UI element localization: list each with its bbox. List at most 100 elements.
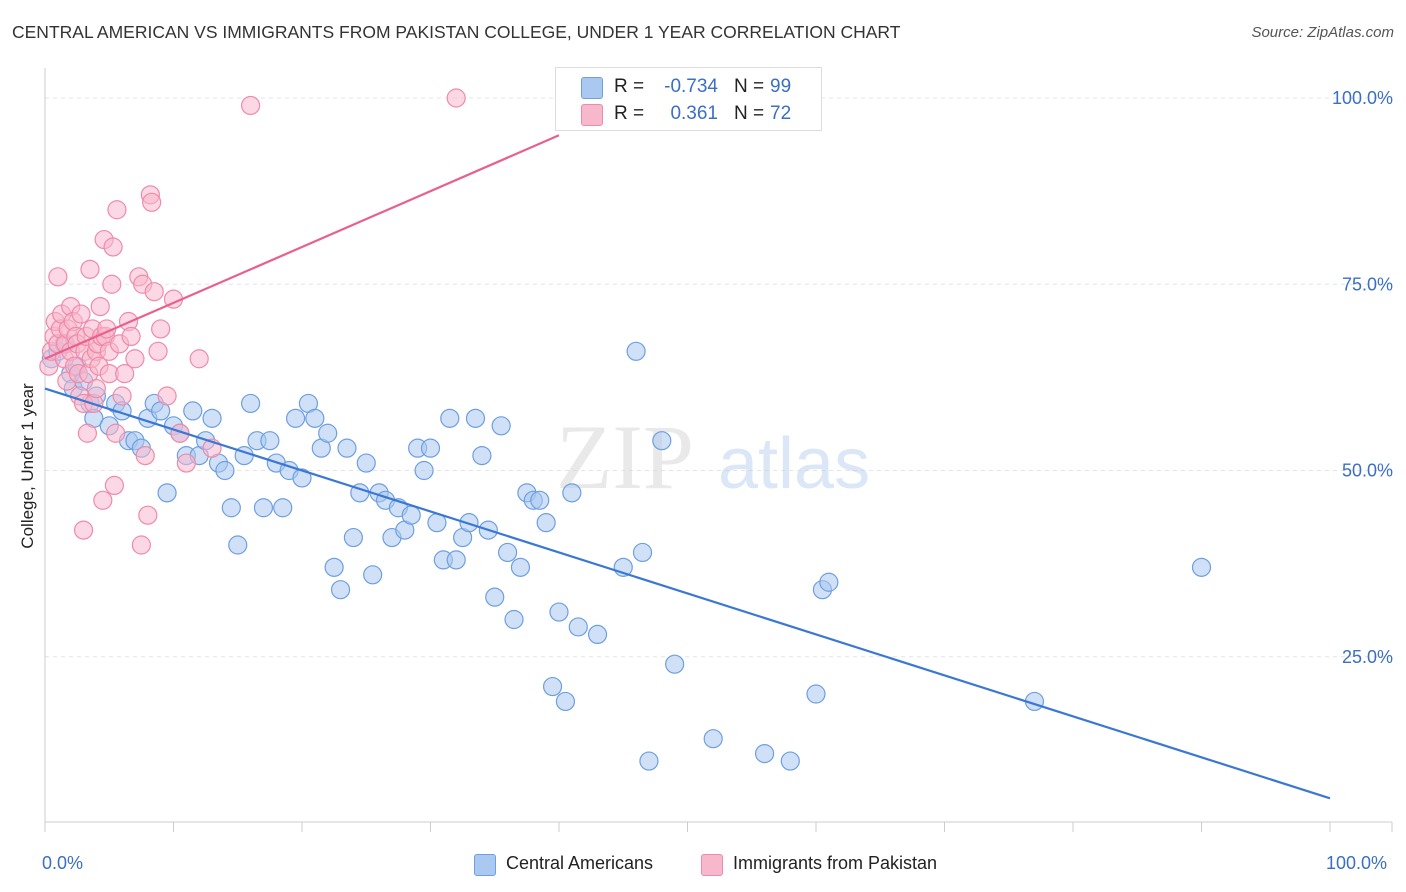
legend-r-value: -0.734 bbox=[664, 76, 718, 97]
data-point bbox=[420, 438, 441, 458]
data-point bbox=[549, 602, 569, 622]
data-point bbox=[536, 513, 556, 533]
data-point bbox=[587, 624, 608, 645]
y-tick-label: 25.0% bbox=[1342, 647, 1393, 667]
legend-n-label: N = bbox=[734, 103, 765, 124]
data-point bbox=[144, 282, 164, 302]
axes bbox=[44, 68, 1393, 832]
data-point bbox=[401, 505, 421, 525]
data-point bbox=[806, 684, 826, 704]
data-point bbox=[472, 446, 492, 466]
data-point bbox=[1191, 557, 1212, 577]
data-point bbox=[241, 393, 261, 414]
data-point bbox=[542, 676, 563, 697]
x-tick-label-min: 0.0% bbox=[42, 853, 84, 873]
data-point bbox=[292, 468, 312, 488]
data-point bbox=[112, 386, 132, 406]
legend-swatch-pink bbox=[581, 104, 603, 126]
data-point bbox=[48, 267, 68, 287]
trend-lines bbox=[44, 134, 1331, 800]
data-point bbox=[176, 453, 196, 473]
data-point bbox=[440, 408, 460, 428]
data-point bbox=[131, 535, 151, 555]
data-point bbox=[343, 527, 363, 548]
data-point bbox=[157, 386, 177, 406]
data-point bbox=[121, 326, 141, 346]
series-legend: Central Americans Immigrants from Pakist… bbox=[0, 852, 1406, 878]
legend-swatch-blue bbox=[581, 77, 603, 99]
data-point bbox=[80, 259, 100, 279]
watermark-atlas: atlas bbox=[718, 424, 870, 504]
y-tick-label: 100.0% bbox=[1332, 88, 1393, 108]
data-point bbox=[414, 460, 434, 481]
data-point bbox=[568, 617, 588, 637]
correlation-legend: R = -0.734 N = 99 R = 0.361 N = 72 bbox=[555, 67, 822, 131]
chart-title: CENTRAL AMERICAN VS IMMIGRANTS FROM PAKI… bbox=[12, 22, 901, 42]
data-point bbox=[115, 364, 135, 384]
data-point bbox=[253, 498, 274, 518]
data-point bbox=[151, 319, 171, 339]
legend-r-label: R = bbox=[614, 76, 645, 97]
data-point bbox=[555, 691, 576, 712]
legend-r-value: 0.361 bbox=[670, 103, 718, 124]
data-point bbox=[86, 378, 107, 399]
data-point bbox=[157, 483, 177, 503]
data-point bbox=[125, 349, 145, 369]
data-point bbox=[504, 609, 524, 630]
legend-swatch-pink bbox=[701, 854, 723, 876]
series-immigrants-pakistan bbox=[39, 88, 466, 555]
y-tick-label: 75.0% bbox=[1342, 274, 1393, 294]
trend-line-central-americans bbox=[44, 387, 1331, 800]
data-point bbox=[562, 483, 582, 503]
data-point bbox=[241, 95, 261, 116]
data-point bbox=[498, 542, 518, 563]
data-point bbox=[202, 408, 222, 428]
data-point bbox=[106, 423, 126, 443]
data-point bbox=[104, 475, 124, 495]
data-point bbox=[228, 535, 248, 555]
data-point bbox=[446, 550, 466, 570]
gridlines bbox=[45, 97, 1392, 658]
data-point bbox=[189, 349, 209, 369]
data-point bbox=[183, 401, 203, 421]
data-point bbox=[703, 729, 723, 749]
data-point bbox=[652, 431, 672, 451]
data-point bbox=[754, 743, 775, 764]
data-point bbox=[305, 408, 325, 428]
data-point bbox=[93, 490, 113, 510]
data-point bbox=[273, 498, 293, 518]
data-point bbox=[135, 446, 155, 466]
data-point bbox=[819, 572, 839, 592]
data-point bbox=[465, 408, 486, 428]
data-point bbox=[142, 192, 162, 212]
legend-r-label: R = bbox=[614, 103, 645, 124]
data-point bbox=[138, 505, 158, 525]
legend-swatch-blue bbox=[474, 854, 496, 876]
data-point bbox=[102, 274, 122, 294]
x-tick-label-max: 100.0% bbox=[1326, 853, 1388, 873]
data-point bbox=[639, 751, 659, 771]
data-point bbox=[170, 423, 190, 443]
watermark: ZIP atlas bbox=[556, 406, 870, 508]
data-point bbox=[71, 304, 91, 324]
data-point bbox=[103, 237, 123, 257]
data-point bbox=[90, 297, 110, 317]
data-point bbox=[530, 490, 550, 510]
data-point bbox=[285, 408, 306, 428]
data-point bbox=[221, 498, 241, 518]
data-point bbox=[318, 423, 338, 443]
series-legend-label: Immigrants from Pakistan bbox=[733, 853, 938, 873]
data-point bbox=[356, 453, 376, 473]
data-point bbox=[632, 542, 653, 563]
data-point bbox=[626, 341, 646, 361]
series-central-americans bbox=[41, 334, 1212, 771]
series-legend-label: Central Americans bbox=[506, 853, 654, 873]
legend-n-label: N = bbox=[734, 76, 765, 97]
data-point bbox=[665, 654, 685, 674]
legend-n-value: 99 bbox=[770, 76, 792, 97]
data-point bbox=[446, 88, 466, 108]
data-point bbox=[780, 751, 800, 771]
data-point bbox=[485, 587, 505, 607]
data-point bbox=[260, 431, 280, 451]
data-point bbox=[337, 438, 357, 458]
